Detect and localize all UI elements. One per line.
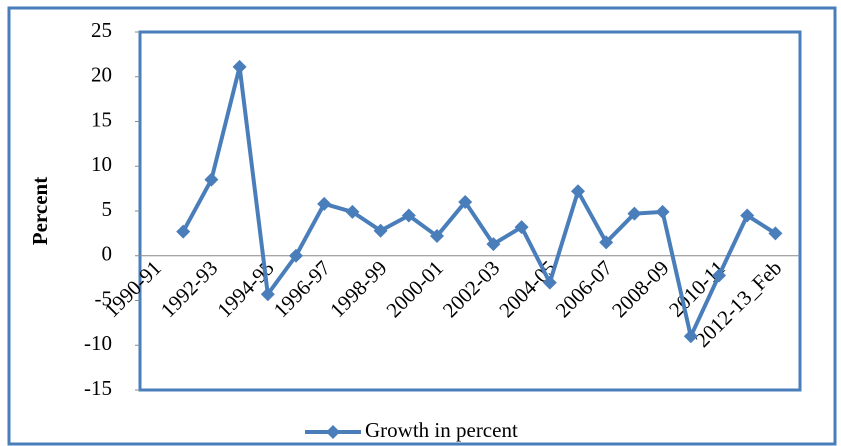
marker: [232, 59, 247, 74]
marker: [430, 229, 444, 244]
x-tick-label: 1996-97: [269, 256, 335, 322]
marker: [401, 208, 416, 223]
x-tick-label: 2000-01: [381, 256, 447, 322]
marker: [204, 172, 219, 187]
y-tick-label: -10: [84, 331, 112, 355]
legend-label: Growth in percent: [365, 418, 518, 442]
x-tick-label: 2004-05: [494, 256, 560, 322]
marker: [345, 204, 360, 219]
marker: [683, 329, 698, 344]
marker: [373, 223, 388, 238]
series-line: [181, 64, 777, 339]
marker: [542, 275, 557, 290]
marker: [627, 206, 642, 221]
marker: [571, 184, 585, 199]
marker: [599, 235, 614, 250]
x-tick-label: 1998-99: [325, 256, 391, 322]
x-tick-label: 2008-09: [607, 256, 673, 322]
marker: [768, 226, 783, 241]
marker: [486, 237, 501, 252]
x-tick-label: 2006-07: [551, 256, 617, 322]
y-tick-label: 15: [91, 107, 112, 131]
marker: [176, 224, 191, 239]
marker: [712, 268, 726, 283]
x-tick-label: 2002-03: [438, 256, 504, 322]
marker: [740, 208, 755, 223]
x-tick-label: 1992-93: [156, 256, 222, 322]
marker: [514, 220, 529, 235]
marker: [317, 196, 332, 211]
marker: [260, 287, 275, 302]
y-tick-label: 0: [102, 242, 113, 266]
y-tick-label: 20: [91, 63, 112, 87]
y-tick-label: -15: [84, 376, 112, 400]
marker: [458, 195, 473, 210]
marker: [655, 204, 670, 219]
y-tick-label: -5: [95, 286, 113, 310]
y-axis-label: Percent: [28, 177, 52, 245]
y-tick-label: 5: [102, 197, 113, 221]
y-tick-label: 10: [91, 152, 112, 176]
y-tick-label: 25: [91, 18, 112, 42]
chart-frame: [7, 6, 837, 446]
marker: [289, 248, 303, 263]
legend-marker: [326, 425, 340, 439]
